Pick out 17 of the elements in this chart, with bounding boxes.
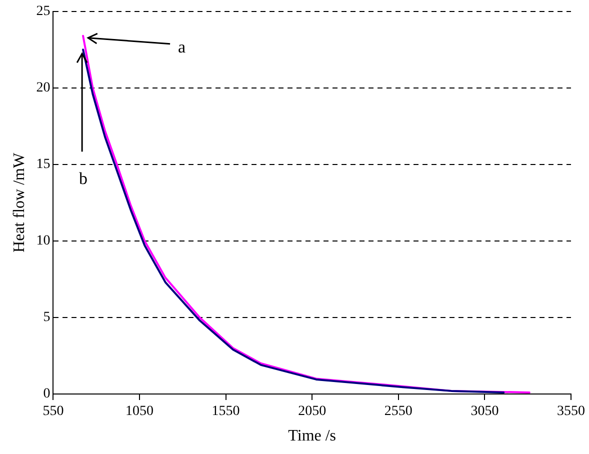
y-tick-label: 5 [43,310,50,326]
annotation: b [79,169,88,188]
x-tick-label: 1550 [212,404,240,420]
x-tick-label: 3550 [557,404,585,420]
y-tick-label: 10 [36,234,50,249]
x-tick-label: 1050 [126,404,154,420]
x-tick-label: 3050 [470,404,499,420]
y-tick-label: 25 [36,4,50,20]
y-tick-label: 15 [36,157,50,172]
y-tick-label: 0 [43,386,50,402]
x-tick-label: 2050 [298,404,326,420]
x-tick-label: 2550 [384,404,412,420]
x-axis-title: Time /s [288,428,336,445]
y-tick-label: 20 [36,80,50,96]
y-axis-title: Heat flow /mW [10,152,28,252]
annotation: a [178,37,186,56]
x-tick-label: 550 [42,404,64,420]
